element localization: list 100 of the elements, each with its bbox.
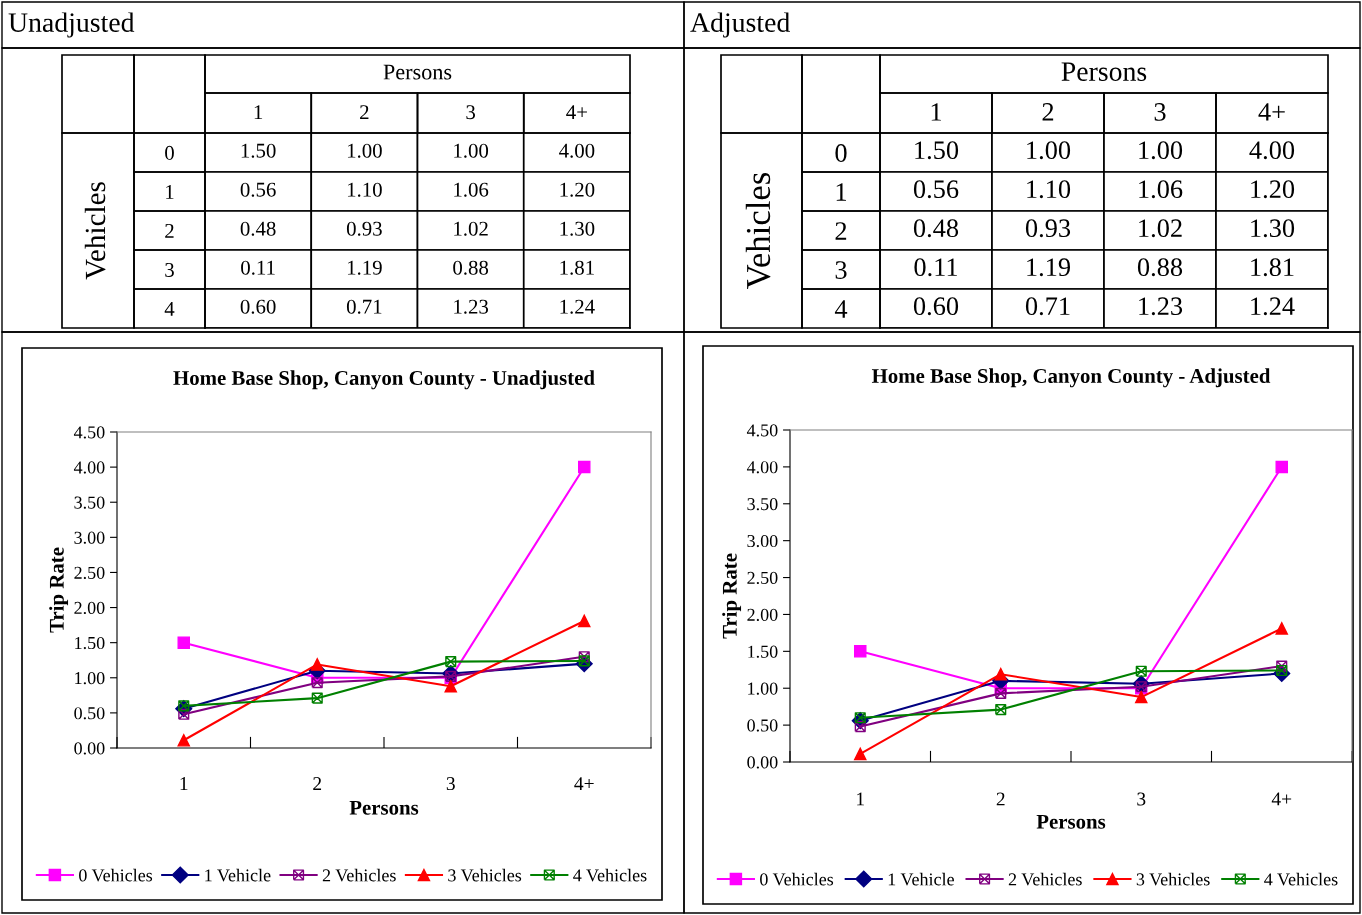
data-label: 1.00 [1027, 141, 1071, 160]
y-tick-label: 4.50 [73, 426, 105, 439]
data-label: 1.24 [1251, 297, 1295, 316]
legend-label: 4 Vehicles [1264, 872, 1338, 886]
data-label: 1.19 [1027, 258, 1071, 277]
data-label: 0.88 [453, 260, 489, 275]
legend-label: 1 Vehicle [888, 872, 954, 886]
legend-label: 2 Vehicles [1008, 872, 1082, 886]
x-tick-label: 2 [996, 792, 1005, 806]
x-tick-label: 1 [931, 103, 942, 121]
y-tick-label: 1 [836, 183, 847, 201]
x-tick-label: 2 [313, 777, 322, 790]
y-tick-label: 1.50 [748, 645, 778, 658]
y-tick-label: 4.00 [73, 461, 105, 474]
x-axis-title: Persons [383, 64, 452, 80]
data-label: 1.06 [454, 182, 489, 197]
data-label: 1.81 [1251, 258, 1294, 277]
data-label: 0.93 [346, 221, 382, 236]
y-tick-label: 1.50 [75, 636, 105, 650]
x-tick-label: 2 [1042, 103, 1054, 121]
data-label: 1.81 [560, 260, 594, 275]
data-label: 0.48 [913, 219, 959, 238]
x-axis-title: Persons [1061, 62, 1147, 81]
data-label: 1.00 [1139, 141, 1183, 160]
data-label: 0.11 [241, 260, 275, 275]
y-tick-label: 2.00 [747, 608, 778, 621]
y-tick-label: 1 [166, 184, 174, 199]
data-label: 4.00 [1249, 141, 1295, 160]
x-tick-label: 1 [180, 777, 188, 790]
x-tick-label: 4+ [1258, 103, 1285, 121]
legend-label: 3 Vehicles [1136, 872, 1210, 886]
chart-title: Home Base Shop, Canyon County - Adjusted [871, 368, 1271, 388]
y-tick-label: 3.50 [74, 496, 105, 509]
chart-subtitle: Unadjusted [8, 12, 135, 38]
y-tick-label: 0.50 [747, 719, 778, 732]
y-tick-label: 2 [165, 223, 174, 238]
y-tick-label: 3 [835, 261, 847, 279]
data-label: 1.30 [1251, 219, 1295, 238]
data-label: 1.00 [454, 143, 489, 158]
data-label: 0.60 [913, 297, 959, 316]
x-tick-label: 3 [446, 777, 455, 791]
y-tick-label: 1.00 [748, 682, 778, 695]
y-tick-label: 0.50 [74, 707, 105, 720]
data-label: 0.88 [1137, 258, 1183, 277]
y-tick-label: 3.50 [747, 498, 778, 511]
legend-label: 1 Vehicle [205, 868, 271, 882]
data-label: 1.06 [1139, 180, 1183, 199]
y-axis-title: Vehicles [745, 172, 771, 289]
x-tick-label: 1 [857, 792, 864, 806]
data-label: 1.30 [560, 221, 595, 236]
y-tick-label: 4 [834, 300, 848, 318]
legend-label: 3 Vehicles [448, 868, 522, 882]
y-tick-label: 0 [165, 145, 174, 160]
data-label: 0.11 [914, 258, 958, 277]
x-tick-label: 4+ [1271, 792, 1292, 806]
data-label: 0.93 [1025, 219, 1071, 238]
data-label: 1.50 [241, 143, 276, 158]
x-tick-label: 4+ [574, 777, 594, 790]
x-tick-label: 3 [466, 105, 476, 120]
legend-label: 4 Vehicles [573, 868, 647, 882]
x-tick-label: 2 [360, 105, 369, 119]
legend-label: 0 Vehicles [760, 872, 834, 886]
x-tick-label: 4+ [566, 105, 587, 119]
x-tick-label: 1 [254, 105, 263, 119]
data-label: 1.02 [454, 221, 488, 236]
data-label: 1.10 [1027, 180, 1071, 199]
data-label: 1.00 [347, 143, 382, 158]
x-axis-title: Persons [349, 800, 419, 815]
data-label: 0.71 [1025, 297, 1070, 316]
x-axis-title: Persons [1036, 814, 1106, 829]
data-label: 1.10 [347, 182, 382, 197]
y-tick-label: 3.00 [747, 534, 778, 548]
x-tick-label: 3 [1154, 103, 1166, 121]
y-tick-label: 1.00 [75, 672, 105, 685]
y-tick-label: 2.50 [747, 571, 778, 585]
data-label: 1.02 [1139, 219, 1182, 238]
y-axis-title: Trip Rate [49, 547, 69, 633]
data-label: 4.00 [559, 143, 595, 158]
data-label: 1.50 [915, 141, 959, 160]
legend-label: 0 Vehicles [79, 868, 153, 882]
y-tick-label: 2 [835, 222, 847, 240]
data-label: 0.56 [240, 182, 276, 197]
data-label: 1.20 [560, 182, 595, 197]
x-tick-label: 3 [1137, 792, 1146, 806]
y-tick-label: 0.00 [747, 756, 778, 769]
y-tick-label: 0 [835, 144, 847, 162]
data-label: 0.60 [240, 299, 276, 314]
y-tick-label: 4.00 [746, 461, 778, 474]
y-tick-label: 4 [164, 302, 175, 316]
y-tick-label: 3 [165, 262, 174, 277]
data-label: 0.56 [913, 180, 959, 199]
y-tick-label: 4.50 [746, 424, 778, 437]
chart-subtitle: Adjusted [690, 12, 790, 38]
chart-title: Home Base Shop, Canyon County - Unadjusted [173, 370, 595, 390]
data-label: 1.19 [347, 260, 382, 275]
y-tick-label: 0.00 [74, 742, 105, 755]
legend-label: 2 Vehicles [322, 868, 396, 882]
data-label: 1.20 [1251, 180, 1295, 199]
data-label: 0.71 [346, 299, 382, 314]
data-label: 1.23 [1139, 297, 1183, 316]
